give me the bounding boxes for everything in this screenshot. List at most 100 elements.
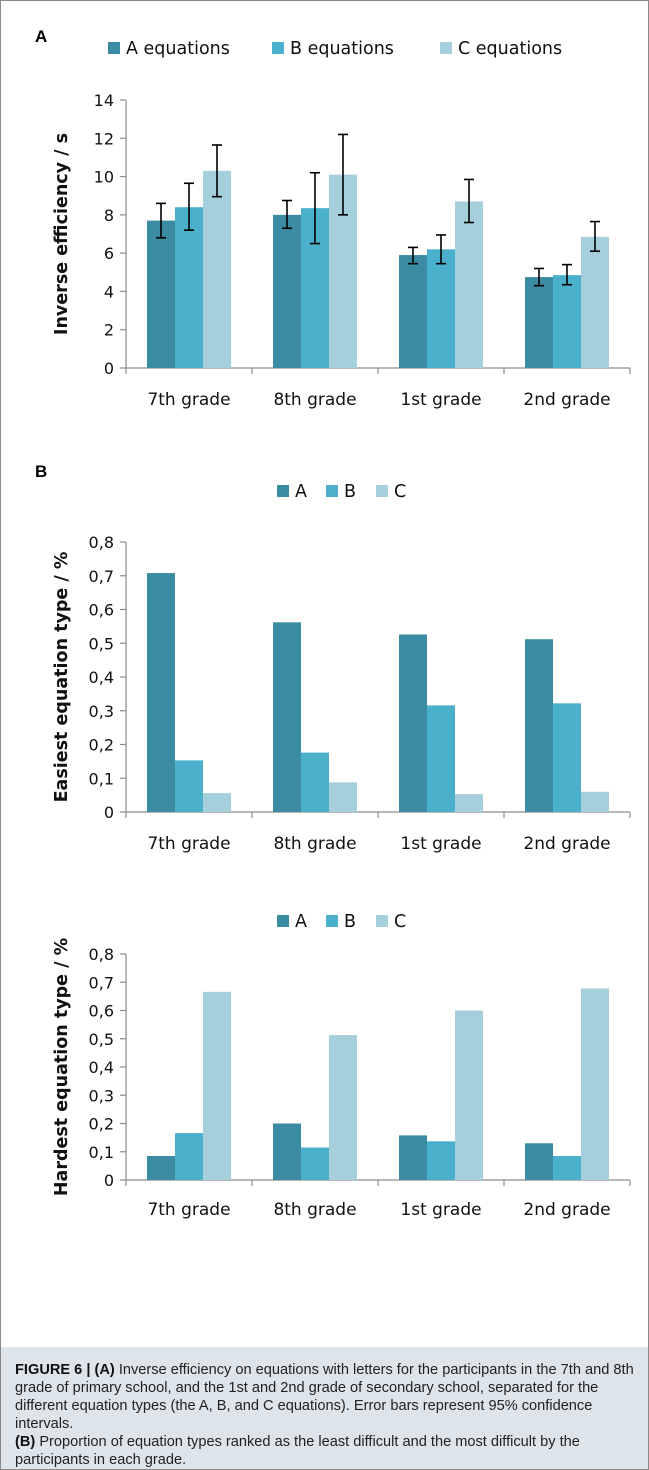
x-category-label: 7th grade: [147, 1200, 230, 1220]
x-category-label: 2nd grade: [523, 834, 610, 854]
bar-c-3: [581, 988, 609, 1180]
legend-label: C equations: [458, 39, 562, 59]
y-tick-label: 0,1: [89, 1143, 114, 1162]
bar-b-0: [175, 1133, 203, 1180]
caption-b-marker: (B): [15, 1434, 36, 1450]
y-tick-label: 8: [104, 206, 114, 225]
bar-b-3: [553, 1155, 581, 1180]
legend-swatch: [277, 915, 289, 927]
panel-b-easiest: B 0 0,1 0,2 0,3 0,4 0,5 0,6 0,7 0,8 7th grade 8th …: [0, 450, 649, 880]
bar-a-equations-2: [399, 255, 427, 368]
legend-swatch: [277, 485, 289, 497]
y-tick-label: 0,6: [89, 1002, 114, 1021]
y-tick-label: 0,6: [89, 601, 114, 620]
caption-a-text: Inverse efficiency on equations with let…: [15, 1362, 634, 1432]
bar-c-equations-3: [581, 236, 609, 368]
bar-a-2: [399, 1135, 427, 1180]
caption-a-marker: (A): [94, 1362, 115, 1378]
y-tick-label: 0,2: [89, 736, 114, 755]
y-tick-label: 0,8: [89, 533, 114, 552]
legend-swatch: [326, 915, 338, 927]
y-tick-label: 0,1: [89, 769, 114, 788]
legend-swatch: [326, 485, 338, 497]
y-tick-label: 0,3: [89, 1086, 114, 1105]
bar-c-equations-0: [203, 170, 231, 368]
bar-c-1: [329, 1035, 357, 1180]
legend-label: B: [344, 482, 356, 502]
caption-label: FIGURE 6 |: [15, 1362, 95, 1378]
hardest-equation-chart: 0 0,1 0,2 0,3 0,4 0,5 0,6 0,7 0,8 7th grade 8th gr…: [52, 912, 631, 1220]
x-category-label: 2nd grade: [523, 1200, 610, 1220]
bar-a-0: [147, 573, 175, 812]
legend-swatch: [440, 42, 452, 54]
bar-a-equations-0: [147, 220, 175, 368]
legend-label: C: [394, 482, 406, 502]
y-tick-label: 4: [104, 282, 114, 301]
bar-a-3: [525, 1143, 553, 1180]
bar-c-1: [329, 782, 357, 812]
y-tick-label: 6: [104, 244, 114, 263]
legend-label: C: [394, 912, 406, 932]
x-category-label: 1st grade: [400, 390, 481, 410]
bar-c-2: [455, 1010, 483, 1180]
y-axis-title: Easiest equation type / %: [52, 552, 72, 803]
panel-b-hardest: 0 0,1 0,2 0,3 0,4 0,5 0,6 0,7 0,8 7th grade 8th gr…: [0, 890, 649, 1340]
x-category-label: 1st grade: [400, 834, 481, 854]
bar-b-2: [427, 1141, 455, 1180]
y-tick-label: 2: [104, 321, 114, 340]
x-category-label: 8th grade: [273, 390, 356, 410]
y-axis-title: Hardest equation type / %: [52, 938, 72, 1196]
bar-b-2: [427, 705, 455, 812]
inverse-efficiency-chart: 0 2 4 6 8 10 12 14 7th grade 8th grade 1st grade 2n…: [52, 39, 631, 410]
y-tick-label: 0: [104, 803, 114, 822]
caption-b-text: Proportion of equation types ranked as t…: [15, 1434, 580, 1468]
y-tick-label: 0: [104, 1171, 114, 1190]
bar-b-equations-3: [553, 275, 581, 368]
figure-caption: FIGURE 6 | (A) Inverse efficiency on equ…: [1, 1347, 648, 1469]
panel-a-label: A: [35, 27, 48, 46]
legend-label: A: [295, 482, 307, 502]
bar-a-1: [273, 1123, 301, 1180]
x-category-label: 7th grade: [147, 834, 230, 854]
y-tick-label: 0,4: [89, 668, 114, 687]
x-category-label: 8th grade: [273, 834, 356, 854]
bar-b-0: [175, 760, 203, 812]
bar-b-3: [553, 703, 581, 812]
x-category-label: 2nd grade: [523, 390, 610, 410]
y-tick-label: 0,4: [89, 1058, 114, 1077]
legend-swatch: [376, 485, 388, 497]
y-tick-label: 0,7: [89, 973, 114, 992]
bar-a-equations-3: [525, 277, 553, 368]
legend-label: A: [295, 912, 307, 932]
bar-c-2: [455, 794, 483, 812]
legend-swatch: [272, 42, 284, 54]
bar-b-1: [301, 1147, 329, 1180]
bar-a-equations-1: [273, 214, 301, 368]
panel-b-label: B: [35, 462, 48, 481]
bar-c-0: [203, 793, 231, 812]
bar-a-3: [525, 639, 553, 812]
legend-label: A equations: [126, 39, 230, 59]
bar-b-equations-2: [427, 249, 455, 368]
y-tick-label: 0: [104, 359, 114, 378]
legend-label: B equations: [290, 39, 394, 59]
y-tick-label: 14: [94, 91, 114, 110]
easiest-equation-chart: 0 0,1 0,2 0,3 0,4 0,5 0,6 0,7 0,8 7th grade 8th gr…: [52, 482, 631, 854]
legend-swatch: [376, 915, 388, 927]
bar-a-2: [399, 634, 427, 812]
y-tick-label: 12: [94, 129, 114, 148]
y-tick-label: 0,7: [89, 567, 114, 586]
y-tick-label: 0,5: [89, 634, 114, 653]
bar-a-0: [147, 1155, 175, 1180]
x-category-label: 1st grade: [400, 1200, 481, 1220]
y-tick-label: 0,8: [89, 945, 114, 964]
bar-c-0: [203, 991, 231, 1180]
bar-c-equations-2: [455, 201, 483, 368]
panel-a: A 0 2 4 6 8 10 12 14 7th grade 8th grade 1st grade…: [0, 0, 649, 440]
y-tick-label: 10: [94, 168, 114, 187]
y-tick-label: 0,3: [89, 702, 114, 721]
x-category-label: 8th grade: [273, 1200, 356, 1220]
bar-c-3: [581, 791, 609, 812]
bar-b-equations-0: [175, 207, 203, 368]
x-category-label: 7th grade: [147, 390, 230, 410]
